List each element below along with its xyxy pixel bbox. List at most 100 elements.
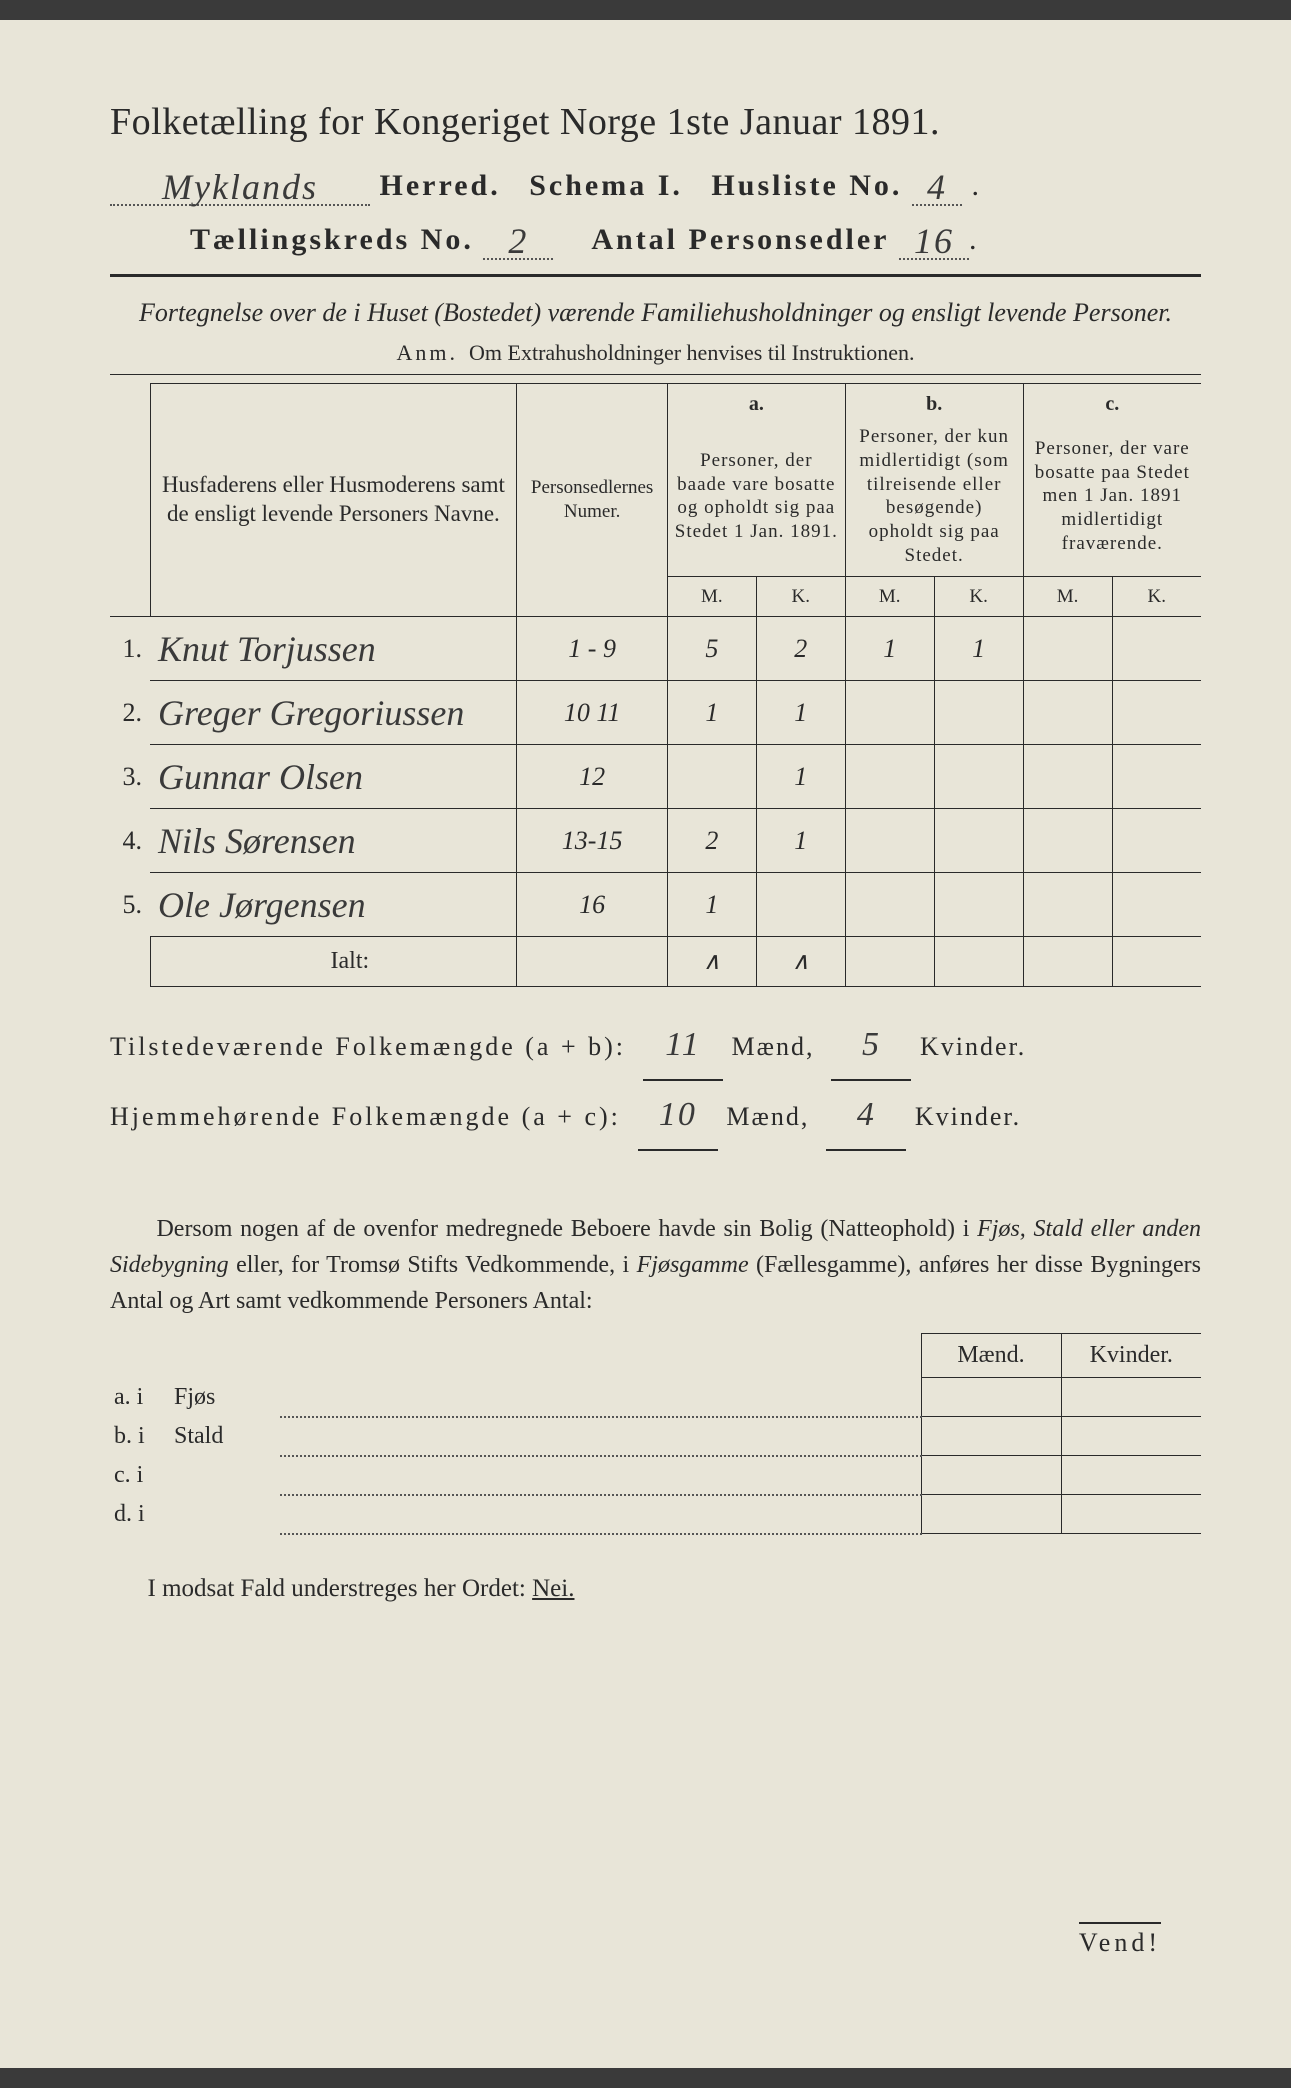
row-label: c. i xyxy=(110,1456,170,1495)
col-b-label: b. xyxy=(845,384,1023,418)
b-k xyxy=(934,873,1023,937)
row-category xyxy=(170,1456,280,1495)
col-name: Husfaderens eller Husmoderens samt de en… xyxy=(150,384,517,617)
row-category xyxy=(170,1495,280,1534)
table-row: 4.Nils Sørensen13-1521 xyxy=(110,809,1201,873)
total-ab-m: 11 xyxy=(643,1011,723,1081)
b-k xyxy=(934,681,1023,745)
b-k xyxy=(934,809,1023,873)
personsedler-num: 10 11 xyxy=(517,681,668,745)
col-b-m: M. xyxy=(845,576,934,617)
table-row: 1.Knut Torjussen1 - 95211 xyxy=(110,617,1201,681)
col-c-text: Personer, der vare bosatte paa Stedet me… xyxy=(1023,417,1201,576)
row-label: a. i xyxy=(110,1378,170,1417)
maend-cell xyxy=(921,1417,1061,1456)
c-k xyxy=(1112,617,1201,681)
total-ac-m: 10 xyxy=(638,1081,718,1151)
a-k xyxy=(756,873,845,937)
census-form-page: Folketælling for Kongeriget Norge 1ste J… xyxy=(0,20,1291,2068)
b-m xyxy=(845,681,934,745)
anm-text: Om Extrahusholdninger henvises til Instr… xyxy=(469,340,914,365)
b-k xyxy=(934,745,1023,809)
col-b-text: Personer, der kun midlertidigt (som tilr… xyxy=(845,417,1023,576)
header-line-2: Myklands Herred. Schema I. Husliste No. … xyxy=(110,162,1201,206)
total-ab-k: 5 xyxy=(831,1011,911,1081)
b-m xyxy=(845,809,934,873)
vend-label: Vend! xyxy=(1079,1922,1161,1958)
row-label: d. i xyxy=(110,1495,170,1534)
maend-cell xyxy=(921,1456,1061,1495)
col-rownum xyxy=(110,384,150,617)
row-number: 4. xyxy=(110,809,150,873)
name-cell: Greger Gregoriussen xyxy=(150,681,517,745)
building-row: d. i xyxy=(110,1495,1201,1534)
name-cell: Knut Torjussen xyxy=(150,617,517,681)
kreds-field: 2 xyxy=(483,216,553,260)
maend-cell xyxy=(921,1378,1061,1417)
row-number: 5. xyxy=(110,873,150,937)
totals-block: Tilstedeværende Folkemængde (a + b): 11 … xyxy=(110,1011,1201,1151)
a-m: 5 xyxy=(667,617,756,681)
a-k: 2 xyxy=(756,617,845,681)
c-m xyxy=(1023,809,1112,873)
b-k: 1 xyxy=(934,617,1023,681)
kvinder-cell xyxy=(1061,1378,1201,1417)
personsedler-num: 16 xyxy=(517,873,668,937)
c-m xyxy=(1023,873,1112,937)
maend-cell xyxy=(921,1495,1061,1534)
personsedler-num: 1 - 9 xyxy=(517,617,668,681)
name-cell: Ole Jørgensen xyxy=(150,873,517,937)
b-m: 1 xyxy=(845,617,934,681)
dotted-fill xyxy=(280,1417,921,1456)
header-line-3: Tællingskreds No. 2 Antal Personsedler 1… xyxy=(110,216,1201,260)
c-m xyxy=(1023,681,1112,745)
table-row: 3.Gunnar Olsen12 1 xyxy=(110,745,1201,809)
subtitle: Fortegnelse over de i Huset (Bostedet) v… xyxy=(110,295,1201,330)
building-paragraph: Dersom nogen af de ovenfor medregnede Be… xyxy=(110,1211,1201,1319)
c-k xyxy=(1112,681,1201,745)
totals-line-1: Tilstedeværende Folkemængde (a + b): 11 … xyxy=(110,1011,1201,1081)
col-a-text: Personer, der baade vare bosatte og opho… xyxy=(667,417,845,576)
divider xyxy=(110,274,1201,277)
nei-word: Nei. xyxy=(532,1575,574,1602)
row-number: 2. xyxy=(110,681,150,745)
col-b-k: K. xyxy=(934,576,1023,617)
b-m xyxy=(845,873,934,937)
a-m: 1 xyxy=(667,873,756,937)
lower-kvinder: Kvinder. xyxy=(1061,1334,1201,1378)
dotted-fill xyxy=(280,1456,921,1495)
kvinder-cell xyxy=(1061,1456,1201,1495)
b-m xyxy=(845,745,934,809)
building-row: a. iFjøs xyxy=(110,1378,1201,1417)
household-table: Husfaderens eller Husmoderens samt de en… xyxy=(110,383,1201,987)
anm-line: Anm. Om Extrahusholdninger henvises til … xyxy=(110,340,1201,366)
table-row: 5.Ole Jørgensen161 xyxy=(110,873,1201,937)
personsedler-num: 12 xyxy=(517,745,668,809)
divider-thin xyxy=(110,374,1201,375)
anm-label: Anm. xyxy=(397,340,459,365)
c-m xyxy=(1023,617,1112,681)
table-row: 2.Greger Gregoriussen10 1111 xyxy=(110,681,1201,745)
husliste-field: 4 xyxy=(912,162,962,206)
totals-line-2: Hjemmehørende Folkemængde (a + c): 10 Mæ… xyxy=(110,1081,1201,1151)
kvinder-cell xyxy=(1061,1417,1201,1456)
schema-label: Schema I. xyxy=(529,169,683,202)
kreds-label: Tællingskreds No. xyxy=(190,223,474,256)
herred-field: Myklands xyxy=(110,162,370,206)
kvinder-cell xyxy=(1061,1495,1201,1534)
building-table: Mænd. Kvinder. a. iFjøsb. iStaldc. id. i xyxy=(110,1333,1201,1535)
nei-line: I modsat Fald understreges her Ordet: Ne… xyxy=(110,1575,1201,1603)
col-a-k: K. xyxy=(756,576,845,617)
name-cell: Gunnar Olsen xyxy=(150,745,517,809)
a-k: 1 xyxy=(756,809,845,873)
col-c-k: K. xyxy=(1112,576,1201,617)
row-number: 1. xyxy=(110,617,150,681)
row-number: 3. xyxy=(110,745,150,809)
dotted-fill xyxy=(280,1495,921,1534)
a-k: 1 xyxy=(756,745,845,809)
antal-field: 16 xyxy=(899,216,969,260)
row-label: b. i xyxy=(110,1417,170,1456)
a-m: 1 xyxy=(667,681,756,745)
a-m: 2 xyxy=(667,809,756,873)
name-cell: Nils Sørensen xyxy=(150,809,517,873)
